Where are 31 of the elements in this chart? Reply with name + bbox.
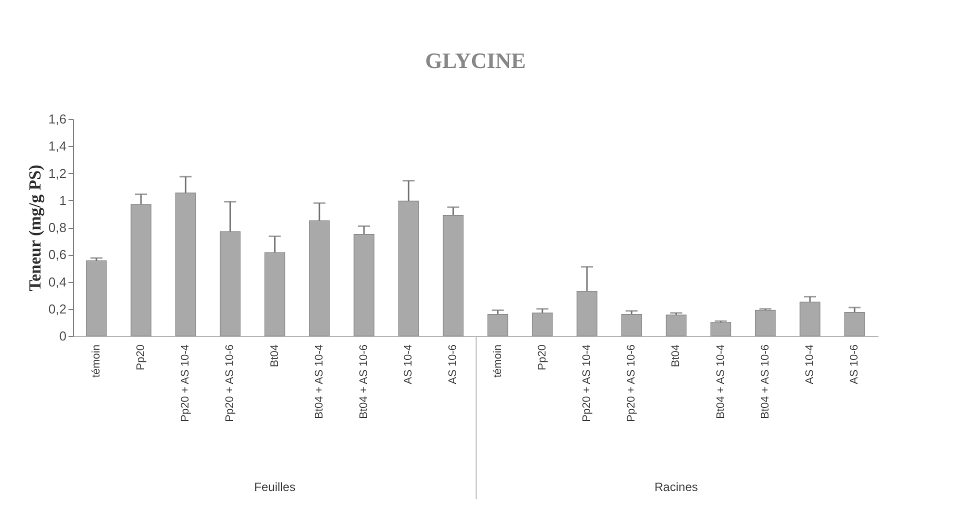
text: Feuilles bbox=[254, 480, 296, 494]
x-tick-label: Bt04 bbox=[268, 344, 281, 368]
y-axis-title: Teneur (mg/g PS) bbox=[25, 164, 44, 292]
x-tick-label: Bt04 + AS 10-6 bbox=[759, 344, 772, 419]
y-tick-label: 1,6 bbox=[48, 112, 66, 126]
y-tick-label: 0,4 bbox=[48, 274, 66, 290]
x-tick-label: Pp20 bbox=[135, 344, 148, 370]
x-tick-label: Pp20 bbox=[536, 344, 548, 370]
x-tick-label: AS 10-6 bbox=[447, 344, 460, 384]
y-tick-label: 0,2 bbox=[48, 301, 66, 316]
x-tick-label: Pp20 + AS 10-6 bbox=[224, 344, 236, 422]
text: Racines bbox=[654, 480, 698, 494]
y-tick-label: 1,4 bbox=[48, 138, 66, 154]
x-tick-label: AS 10-4 bbox=[402, 344, 415, 384]
y-tick-label: 0,6 bbox=[48, 247, 66, 262]
x-tick-label: Bt04 bbox=[670, 344, 682, 368]
y-tick-label: 1,2 bbox=[48, 166, 66, 181]
y-tick-label: 1 bbox=[59, 192, 66, 208]
x-tick-label: Bt04 + AS 10-4 bbox=[313, 344, 326, 419]
x-tick-label: témoin bbox=[492, 344, 504, 378]
chart-title: GLYCINE bbox=[425, 48, 526, 73]
x-tick-label: Pp20 + AS 10-4 bbox=[180, 344, 192, 422]
x-tick-label: AS 10-4 bbox=[804, 344, 816, 384]
x-tick-label: Pp20 + AS 10-4 bbox=[580, 344, 593, 422]
x-tick-label: témoin bbox=[90, 344, 102, 378]
x-tick-label: Bt04 + AS 10-6 bbox=[358, 344, 370, 419]
y-tick-label: 0,8 bbox=[48, 220, 66, 235]
y-tick-label: 0 bbox=[59, 328, 66, 344]
x-tick-label: Pp20 + AS 10-6 bbox=[626, 344, 638, 422]
x-tick-label: AS 10-6 bbox=[848, 344, 861, 384]
x-tick-label: Bt04 + AS 10-4 bbox=[714, 344, 727, 419]
